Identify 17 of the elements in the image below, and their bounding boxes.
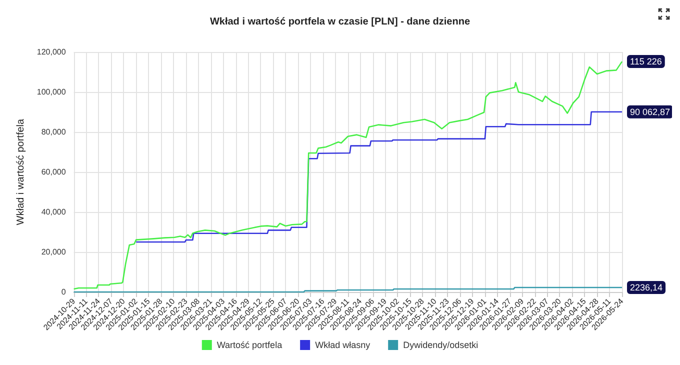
legend-label: Wkład własny — [315, 340, 371, 350]
data-label: 90 062,87 — [630, 106, 670, 117]
y-tick-label: 20,000 — [41, 248, 66, 256]
y-tick-label: 80,000 — [41, 128, 66, 136]
y-tick-label: 100,000 — [36, 88, 66, 96]
data-label: 115 226 — [630, 56, 662, 67]
legend-label: Dywidendy/odsetki — [403, 340, 478, 350]
line-series — [135, 111, 623, 243]
line-series — [73, 60, 623, 290]
y-tick-label: 40,000 — [41, 208, 66, 216]
y-axis-title: Wkład i wartość portfela — [16, 118, 26, 226]
y-tick-label: 0 — [61, 288, 66, 296]
y-tick-label: 120,000 — [36, 48, 66, 56]
data-label: 2236,14 — [630, 282, 663, 293]
legend-label: Wartość portfela — [216, 340, 282, 350]
y-tick-label: 60,000 — [41, 168, 66, 176]
chart-title: Wkład i wartość portfela w czasie [PLN] - dane dzienne — [210, 16, 470, 28]
